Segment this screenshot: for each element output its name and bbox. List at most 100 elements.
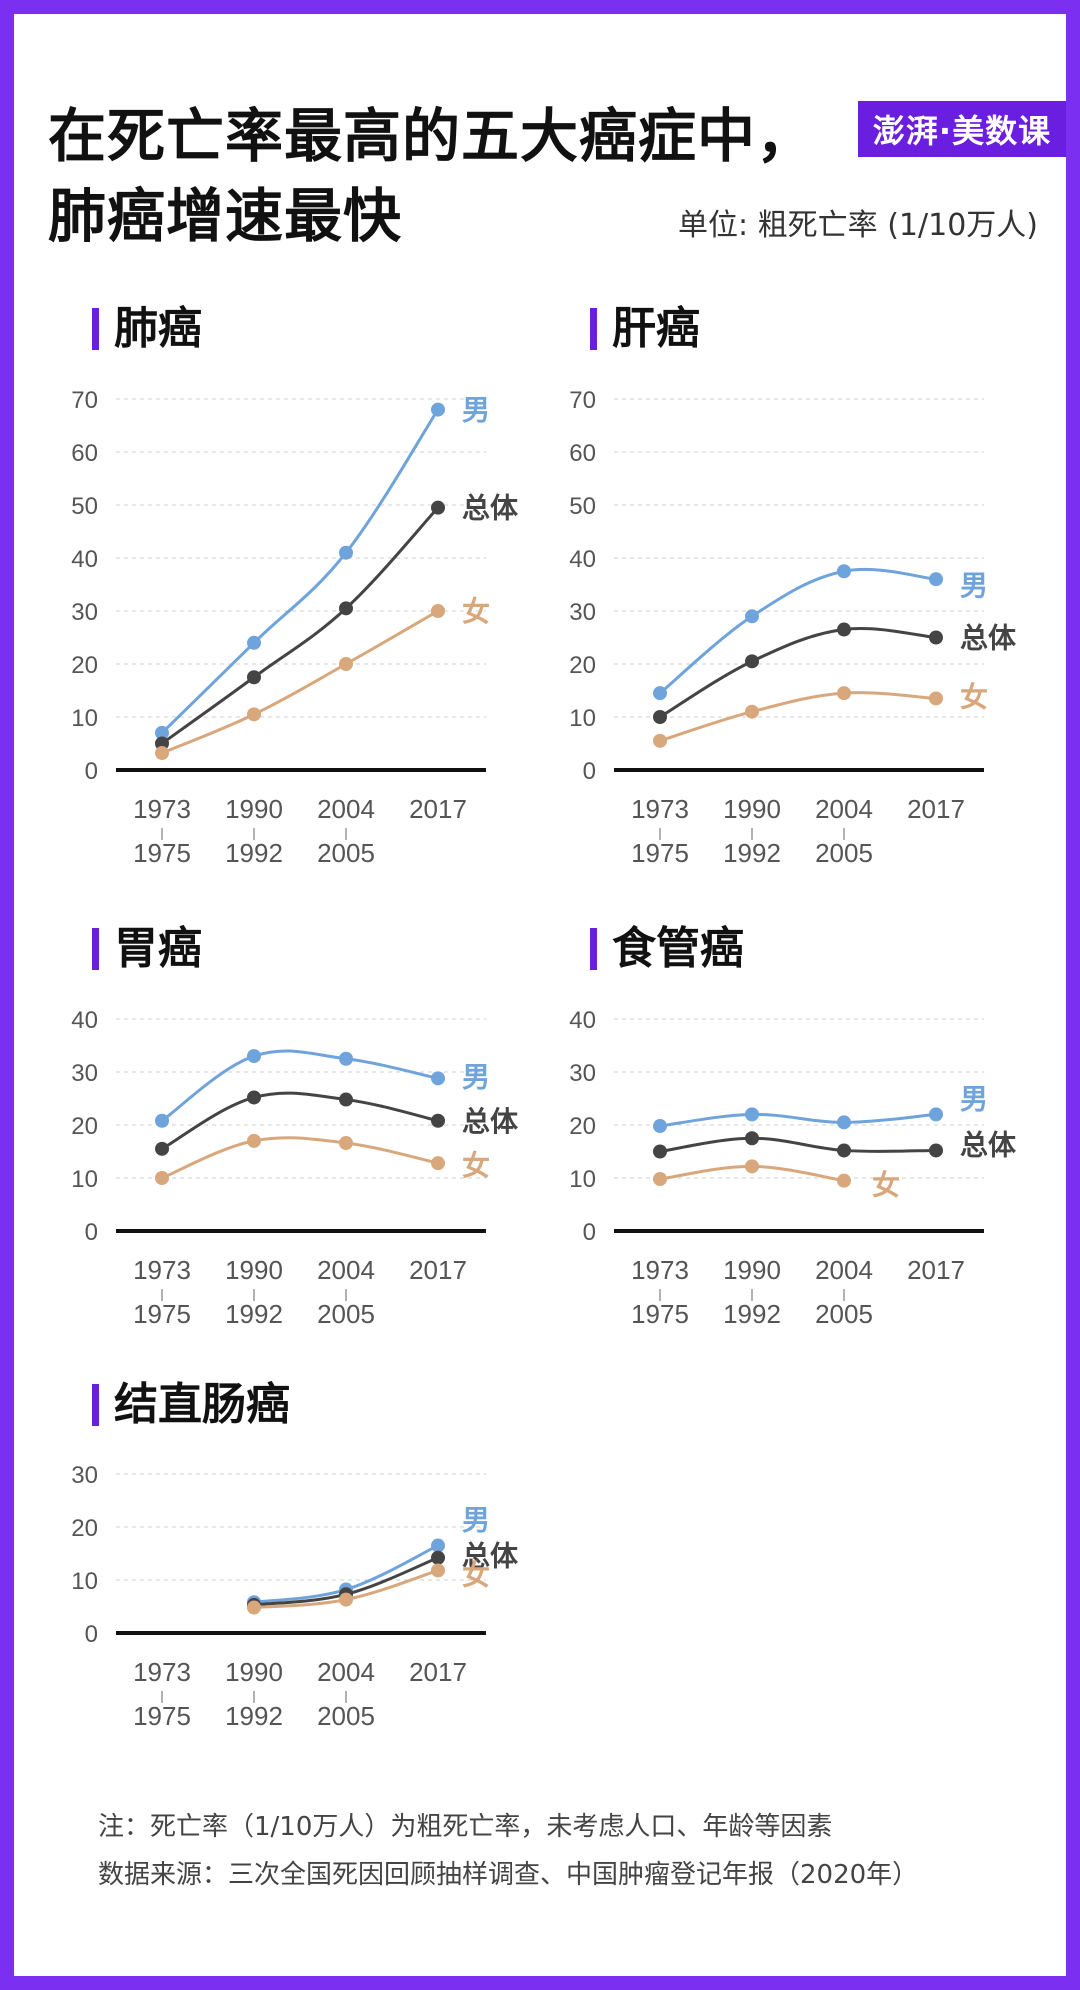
data-point-female <box>247 1133 261 1148</box>
series-label-female: 女 <box>462 1558 490 1591</box>
x-tick-label: 2017 <box>409 794 467 824</box>
x-tick-label: 1975 <box>133 1701 191 1731</box>
series-line-male <box>659 1112 937 1128</box>
data-point-female <box>155 1171 169 1185</box>
data-point-female <box>339 1136 353 1151</box>
y-tick-label: 10 <box>569 705 596 732</box>
series-label-female: 女 <box>872 1169 900 1202</box>
data-point-overall <box>745 1131 759 1146</box>
footnote: 注：死亡率（1/10万人）为粗死亡率，未考虑人口、年龄等因素 <box>98 1812 833 1842</box>
series-label-female: 女 <box>462 1149 490 1182</box>
y-tick-label: 60 <box>71 440 98 467</box>
data-point-male <box>653 686 667 701</box>
data-point-male <box>929 1107 943 1122</box>
y-tick-label: 50 <box>569 493 596 520</box>
y-tick-label: 30 <box>71 1462 98 1489</box>
data-point-male <box>247 635 261 650</box>
x-tick-label: 2017 <box>409 1657 467 1687</box>
data-point-female <box>247 707 261 722</box>
data-point-overall <box>837 1143 851 1158</box>
data-point-female <box>653 1172 667 1187</box>
series-line-male <box>160 408 440 734</box>
series-label-overall: 总体 <box>960 622 1017 655</box>
data-point-male <box>155 1113 169 1128</box>
series-label-male: 男 <box>960 1082 988 1115</box>
x-tick-label: 1975 <box>631 1299 689 1329</box>
panel-title-lung: 肺癌 <box>92 302 202 356</box>
data-point-overall <box>431 500 445 515</box>
data-point-overall <box>929 630 943 645</box>
y-tick-label: 10 <box>569 1166 596 1193</box>
panel-title-colorectal: 结直肠癌 <box>92 1378 290 1432</box>
y-tick-label: 20 <box>569 1113 596 1140</box>
data-point-overall <box>929 1143 943 1158</box>
x-tick-label: 2005 <box>317 838 375 868</box>
x-tick-label: 2005 <box>317 1701 375 1731</box>
data-point-overall <box>339 601 353 616</box>
data-point-female <box>431 1563 445 1578</box>
chart-panel-1: 0 10 20 30 40 50 60 70 1973 1975 1990 1992 2004 2005 2… <box>569 387 1017 868</box>
y-tick-label: 30 <box>71 599 98 626</box>
data-point-female <box>929 691 943 706</box>
data-point-overall <box>155 1141 169 1156</box>
data-point-male <box>431 402 445 417</box>
data-point-overall <box>837 622 851 637</box>
y-tick-label: 40 <box>569 546 596 573</box>
y-tick-label: 0 <box>583 758 596 785</box>
data-point-female <box>745 1159 759 1174</box>
series-label-overall: 总体 <box>960 1128 1017 1161</box>
data-point-overall <box>247 670 261 685</box>
series-label-male: 男 <box>462 394 490 427</box>
x-tick-label: 1973 <box>631 794 689 824</box>
x-tick-label: 2005 <box>815 1299 873 1329</box>
y-tick-label: 10 <box>71 705 98 732</box>
x-tick-label: 2017 <box>409 1255 467 1285</box>
y-tick-label: 60 <box>569 440 596 467</box>
series-line-overall <box>659 1136 937 1153</box>
data-point-female <box>431 1156 445 1171</box>
y-tick-label: 70 <box>569 387 596 414</box>
data-point-overall <box>653 710 667 724</box>
y-tick-label: 20 <box>71 652 98 679</box>
y-tick-label: 0 <box>85 1621 98 1648</box>
x-tick-label: 1990 <box>225 1657 283 1687</box>
series-line-female <box>161 609 439 755</box>
title-line-1: 在死亡率最高的五大癌症中， <box>48 102 816 170</box>
series-line-overall <box>659 627 937 719</box>
data-point-male <box>431 1071 445 1086</box>
data-point-female <box>431 604 445 618</box>
x-tick-label: 2004 <box>317 1255 375 1285</box>
x-tick-label: 1973 <box>133 1657 191 1687</box>
chart-panel-3: 0 10 20 30 40 1973 1975 1990 1992 2004 2005 2017 男总体… <box>569 1007 1017 1329</box>
page-title: 在死亡率最高的五大癌症中， 肺癌增速最快 <box>48 96 815 256</box>
chart-panel-2: 0 10 20 30 40 1973 1975 1990 1992 2004 2005 2017 男总体… <box>71 1007 519 1329</box>
data-point-overall <box>431 1113 445 1128</box>
x-tick-label: 1992 <box>723 1299 781 1329</box>
data-point-male <box>339 1051 353 1066</box>
x-tick-label: 2004 <box>815 794 873 824</box>
data-point-overall <box>431 1550 445 1565</box>
data-point-overall <box>247 1090 261 1105</box>
panel-title-liver: 肝癌 <box>590 302 700 356</box>
data-point-female <box>837 1173 851 1188</box>
panel-title-stomach: 胃癌 <box>92 922 202 976</box>
series-label-male: 男 <box>960 569 988 602</box>
title-line-2: 肺癌增速最快 <box>48 182 403 250</box>
data-point-male <box>155 725 169 740</box>
series-label-female: 女 <box>462 595 490 628</box>
x-tick-label: 1990 <box>723 1255 781 1285</box>
y-tick-label: 30 <box>569 1060 596 1087</box>
x-tick-label: 1992 <box>225 838 283 868</box>
x-tick-label: 1975 <box>631 838 689 868</box>
x-tick-label: 2004 <box>815 1255 873 1285</box>
series-label-male: 男 <box>462 1504 490 1537</box>
data-point-male <box>431 1538 445 1553</box>
chart-panel-0: 0 10 20 30 40 50 60 70 1973 1975 1990 1992 2004 2005 2… <box>71 387 519 868</box>
x-tick-label: 1990 <box>225 1255 283 1285</box>
series-label-overall: 总体 <box>462 1540 519 1573</box>
data-point-male <box>745 609 759 624</box>
series-label-female: 女 <box>960 680 988 713</box>
y-tick-label: 20 <box>71 1515 98 1542</box>
y-tick-label: 0 <box>85 1219 98 1246</box>
